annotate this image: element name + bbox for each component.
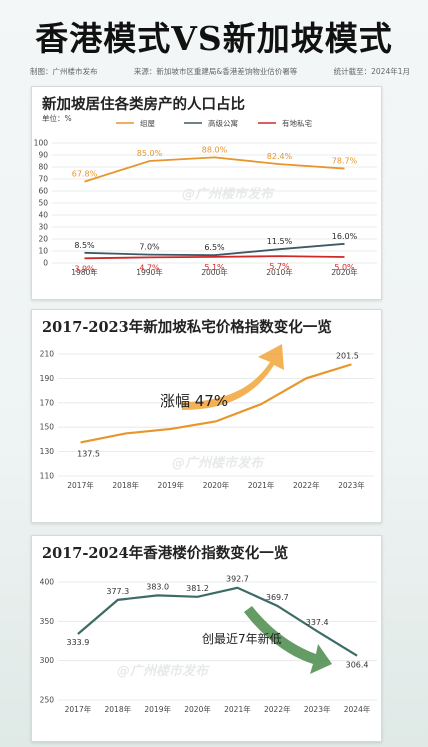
y-tick-label: 130: [40, 447, 55, 456]
data-label: 3.9%: [74, 264, 95, 273]
x-tick-label: 2021年: [248, 480, 275, 490]
legend-label: 有地私宅: [282, 118, 312, 128]
y-tick-label: 100: [34, 139, 49, 148]
singapore-price-index-chart: 110 130 150 170 190 210 2017年 2018年 2019年 2020年 20…: [40, 344, 374, 490]
data-label: 4.7%: [139, 263, 160, 272]
y-tick-label: 10: [38, 247, 48, 256]
hongkong-price-index-card: 2017-2024年香港楼价指数变化一览 @广州楼市发布 250 300 350 40…: [31, 535, 382, 742]
x-tick-label: 2019年: [158, 480, 185, 490]
data-label: 137.5: [77, 449, 100, 458]
x-tick-label: 2023年: [304, 704, 331, 714]
data-label: 333.9: [66, 638, 89, 647]
x-tick-label: 2018年: [112, 480, 139, 490]
data-label: 11.5%: [267, 237, 293, 246]
y-axis-unit: 单位：%: [42, 113, 72, 123]
y-tick-label: 110: [40, 472, 55, 481]
x-tick-label: 2023年: [338, 480, 365, 490]
legend-label: 组屋: [140, 118, 155, 128]
data-label: 78.7%: [332, 157, 358, 166]
legend-label: 高级公寓: [208, 118, 238, 128]
y-tick-label: 70: [38, 175, 48, 184]
data-label: 392.7: [226, 575, 249, 584]
y-tick-label: 300: [40, 656, 55, 665]
data-label: 6.5%: [204, 243, 225, 252]
page-title: 香港模式VS新加坡模式: [35, 19, 393, 58]
data-label: 7.0%: [139, 243, 160, 252]
x-tick-label: 2020年: [331, 267, 358, 277]
y-tick-label: 50: [38, 199, 48, 208]
chart-title: 2017-2024年香港楼价指数变化一览: [42, 545, 289, 562]
x-tick-label: 2022年: [264, 704, 291, 714]
data-label: 377.3: [106, 587, 129, 596]
annotation-text: 涨幅 47%: [160, 392, 228, 410]
x-tick-label: 2017年: [67, 480, 94, 490]
series-line: [84, 255, 345, 260]
x-tick-label: 2019年: [144, 704, 171, 714]
y-tick-label: 90: [38, 151, 48, 160]
series-line: [77, 586, 358, 657]
y-tick-label: 30: [38, 223, 48, 232]
source-line: 制图：广州楼市发布 来源：新加坡市区重建局&香港差饷物业估价署等 统计截至：20…: [30, 66, 410, 77]
trend-arrow: [244, 606, 332, 674]
chart-title: 2017-2023年新加坡私宅价格指数变化一览: [42, 319, 332, 336]
data-label: 67.8%: [72, 170, 98, 179]
x-tick-label: 2022年: [293, 480, 320, 490]
annotation-text: 创最近7年新低: [202, 631, 282, 646]
series-line: [84, 156, 345, 183]
x-tick-label: 2018年: [105, 704, 132, 714]
hongkong-price-index-chart: 250 300 350 400 2017年 2018年 2019年 2020年 2021年 202…: [40, 575, 377, 714]
y-tick-label: 80: [38, 163, 48, 172]
x-tick-label: 2010年: [266, 267, 293, 277]
data-label: 381.2: [186, 584, 209, 593]
population-share-chart: 0 10 20 30 40 50 60 70 80 90 100 1980年 1990年 2000年 201…: [34, 113, 377, 277]
data-label: 82.4%: [267, 152, 293, 161]
data-label: 337.4: [306, 618, 329, 627]
data-label: 85.0%: [137, 149, 163, 158]
data-label: 5.0%: [334, 263, 355, 272]
singapore-price-index-card: 2017-2023年新加坡私宅价格指数变化一览 @广州楼市发布 110 130 15…: [31, 309, 382, 523]
data-label: 383.0: [146, 582, 169, 591]
x-tick-label: 2024年: [344, 704, 371, 714]
y-tick-label: 60: [38, 187, 48, 196]
y-tick-label: 250: [40, 696, 55, 705]
data-label: 369.7: [266, 593, 289, 602]
data-label: 201.5: [336, 351, 359, 360]
y-tick-label: 400: [40, 578, 55, 587]
x-tick-label: 2020年: [203, 480, 230, 490]
x-tick-label: 2020年: [184, 704, 211, 714]
chart-title: 新加坡居住各类房产的人口占比: [42, 96, 245, 113]
cutoff-date: 统计截至：2024年1月: [333, 67, 410, 76]
y-tick-label: 40: [38, 211, 48, 220]
y-tick-label: 150: [40, 423, 55, 432]
x-tick-label: 2000年: [201, 267, 228, 277]
y-tick-label: 170: [40, 398, 55, 407]
y-tick-label: 20: [38, 235, 48, 244]
series-line: [84, 242, 345, 257]
data-label: 5.1%: [204, 263, 225, 272]
data-label: 88.0%: [202, 145, 228, 154]
x-tick-label: 2021年: [224, 704, 251, 714]
x-tick-label: 1990年: [136, 267, 163, 277]
data-label: 5.7%: [269, 262, 290, 271]
y-tick-label: 190: [40, 374, 55, 383]
x-tick-label: 1980年: [71, 267, 98, 277]
author-credit: 制图：广州楼市发布: [30, 67, 98, 76]
singapore-housing-share-card: 新加坡居住各类房产的人口占比 @广州楼市发布 0 10 20 30 40 50 60 70 80…: [31, 86, 382, 300]
x-tick-label: 2017年: [65, 704, 92, 714]
watermark: @广州楼市发布: [117, 664, 209, 679]
data-label: 306.4: [346, 661, 369, 670]
data-label: 8.5%: [74, 241, 95, 250]
series-line: [80, 363, 352, 444]
data-source: 来源：新加坡市区重建局&香港差饷物业估价署等: [133, 67, 298, 76]
y-tick-label: 210: [40, 350, 55, 359]
trend-arrow: [182, 344, 284, 410]
data-label: 16.0%: [332, 232, 358, 241]
y-tick-label: 350: [40, 617, 55, 626]
y-tick-label: 0: [43, 259, 48, 268]
watermark: @广州楼市发布: [172, 456, 264, 471]
